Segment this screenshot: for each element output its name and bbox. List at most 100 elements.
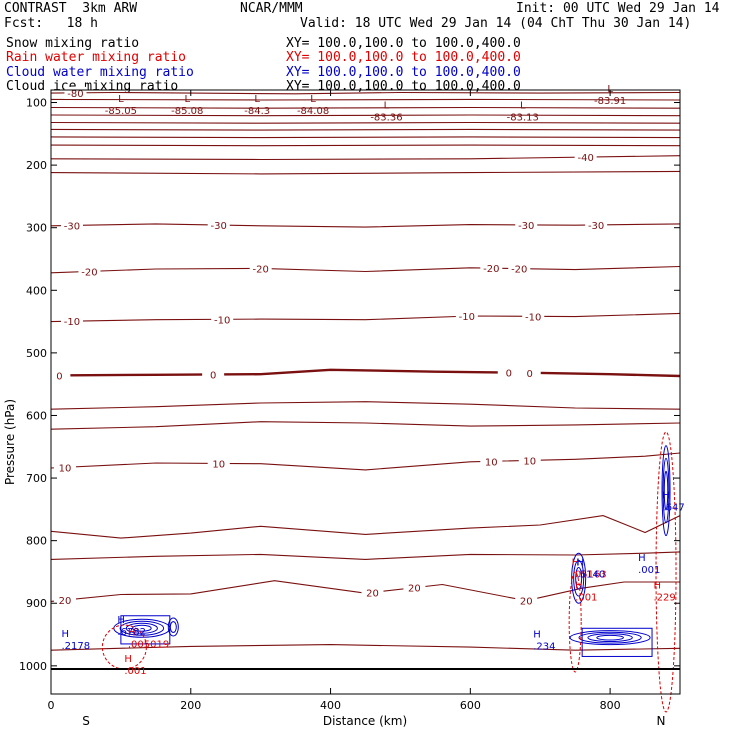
isotherm-label-bg [515, 218, 538, 231]
isotherm-label-bg [78, 265, 101, 278]
isotherm-label-bg [508, 262, 531, 275]
low-marker-value: -85.05 [105, 106, 137, 117]
isotherm-line [50, 368, 681, 378]
isotherm-label-bg [207, 457, 230, 470]
cloud-contour [573, 559, 585, 597]
cloud-contour [167, 617, 179, 637]
cloud-contour [661, 445, 671, 537]
y-tick-label: 300 [26, 222, 47, 235]
isotherm-line [50, 136, 681, 139]
y-tick-label: 200 [26, 159, 47, 172]
low-marker-value: -83.13 [507, 112, 539, 123]
isotherm-label: 10 [59, 463, 72, 474]
isotherm-label: 0 [56, 371, 62, 382]
rain-contour [101, 624, 147, 670]
isotherm-label-bg [202, 368, 225, 381]
low-marker-value: -84.08 [297, 106, 329, 117]
x-axis-left-end: S [82, 714, 90, 728]
maximum-symbol: H [663, 491, 671, 502]
maximum-symbol: H [124, 654, 132, 665]
isotherm-label-bg [249, 262, 272, 275]
isotherm-label: -80 [67, 89, 83, 100]
maximum-value: .6782 [117, 627, 146, 638]
x-tick-label: 800 [600, 699, 621, 712]
forecast-hour: Fcst: 18 h [4, 16, 98, 31]
isotherm-line [50, 91, 681, 95]
maximum-symbol: H [572, 558, 580, 569]
field-rain-name: Rain water mixing ratio [6, 50, 187, 65]
isotherm-label: 10 [212, 459, 225, 470]
maximum-symbol: H [117, 615, 125, 626]
y-tick-label: 900 [26, 597, 47, 610]
isotherm-label-bg [518, 454, 541, 467]
isotherm-label-bg [60, 315, 83, 328]
isotherm-line [50, 144, 681, 147]
low-marker-symbol: L [310, 94, 316, 105]
isotherm-line [50, 170, 681, 175]
cloud-contour [662, 457, 670, 524]
isotherm-label: 20 [59, 596, 72, 607]
rain-contour [655, 431, 677, 713]
low-marker-symbol: L [254, 94, 260, 105]
isotherm-label: 20 [366, 588, 379, 599]
isotherm-label: 20 [408, 584, 421, 595]
isotherm-label: -10 [459, 312, 475, 323]
isotherm-label: -20 [511, 265, 527, 276]
rain-contour [568, 571, 582, 673]
maximum-value: .647 [663, 503, 685, 514]
isotherm-label-bg [574, 151, 597, 164]
y-tick-label: 600 [26, 409, 47, 422]
isotherm-line [50, 223, 681, 228]
x-tick-label: 200 [180, 699, 201, 712]
y-tick-label: 800 [26, 535, 47, 548]
isotherm-label: -20 [483, 264, 499, 275]
maximum-symbol: H [638, 553, 646, 564]
y-tick-label: 400 [26, 284, 47, 297]
isotherm-label: -10 [525, 312, 541, 323]
plot-frame [50, 89, 681, 695]
isotherm-label-bg [53, 461, 76, 474]
isotherm-label: 0 [527, 369, 533, 380]
cloud-contour [587, 633, 633, 643]
y-tick-label: 700 [26, 472, 47, 485]
cloud-contour [596, 634, 624, 641]
y-axis-label: Pressure (hPa) [3, 399, 17, 485]
isotherm-label-bg [455, 310, 478, 323]
isotherm-label: -10 [214, 315, 230, 326]
low-marker-symbol: L [118, 94, 124, 105]
label-layer: -80 -40 -30 -30 -30 -30 -20 -20 -20 -20 -10 -10 -10 -… [48, 84, 685, 677]
feature-layer [51, 431, 680, 713]
isotherm-label-bg [211, 313, 234, 326]
isotherm-label: -20 [252, 264, 268, 275]
low-marker-value: -85.08 [171, 106, 203, 117]
isotherm-label: 0 [210, 370, 216, 381]
model-title: CONTRAST 3km ARW [4, 1, 138, 16]
isotherm-line [50, 121, 681, 124]
isotherm-label-bg [53, 593, 76, 606]
cloud-contour [663, 470, 669, 511]
isotherm-label-bg [518, 366, 541, 379]
x-tick-label: 0 [48, 699, 55, 712]
cloud-contour [132, 624, 152, 632]
cloud-contour [575, 566, 583, 590]
field-snow-name: Snow mixing ratio [6, 36, 140, 51]
isotherm-label-bg [515, 594, 538, 607]
low-marker-value: -84.3 [244, 106, 270, 117]
low-marker-symbol: L [184, 94, 190, 105]
y-tick-label: 1000 [19, 660, 47, 673]
isotherm-line [50, 644, 681, 651]
y-tick-label: 500 [26, 347, 47, 360]
isotherm-label-bg [48, 369, 71, 382]
isotherm-label-bg [480, 455, 503, 468]
isotherm-label: -30 [588, 221, 604, 232]
field-snow-xy: XY= 100.0,100.0 to 100.0,400.0 [286, 36, 521, 51]
low-marker-value: -83.36 [370, 112, 402, 123]
isotherm-label-bg [403, 581, 426, 594]
isotherm-line [50, 421, 681, 430]
isotherm-label: -30 [211, 221, 227, 232]
isotherm-line [50, 106, 681, 109]
maximum-symbol: H [653, 581, 661, 592]
isotherm-label: 20 [520, 597, 533, 608]
